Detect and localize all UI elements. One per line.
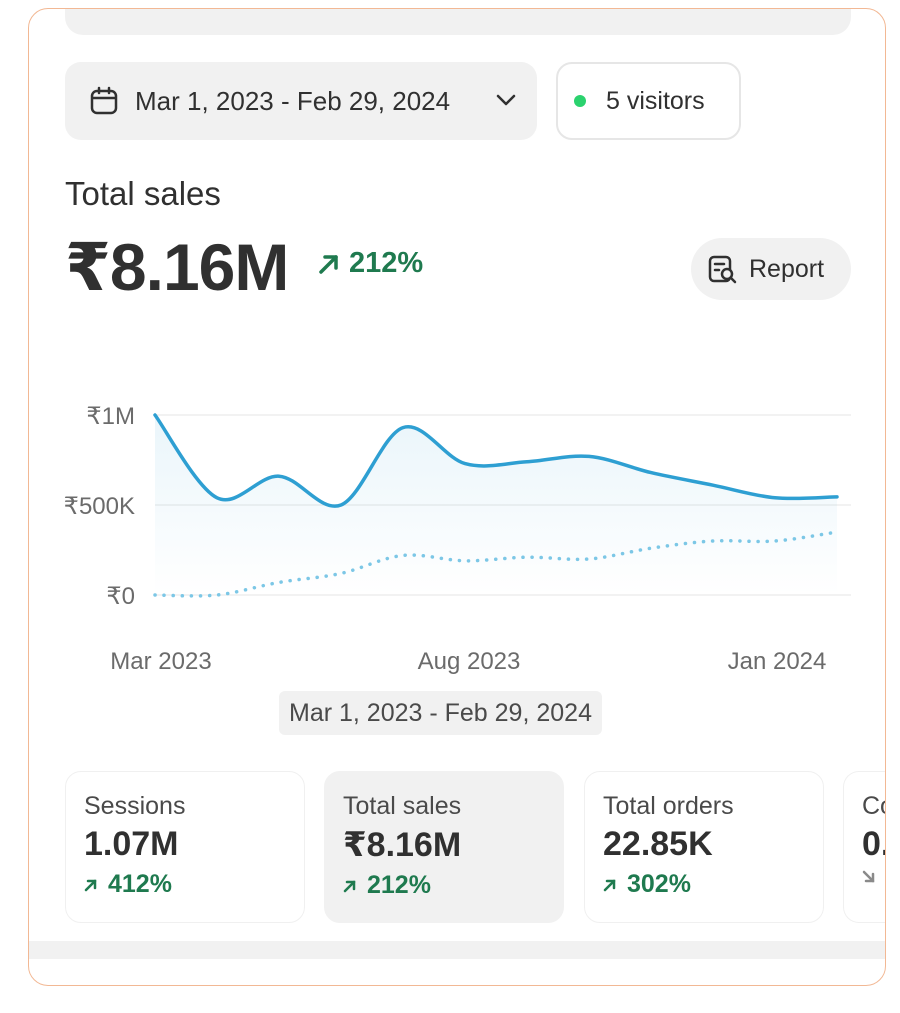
metric-card-total-sales[interactable]: Total sales ₹8.16M 212%	[324, 771, 564, 923]
analytics-card: Mar 1, 2023 - Feb 29, 2024 5 visitors To…	[28, 8, 886, 986]
arrow-up-right-icon	[319, 254, 338, 274]
sales-line-chart: ₹1M ₹500K ₹0 Mar 2023 Aug 2023 Jan 2024	[64, 403, 851, 675]
arrow-up-right-icon	[343, 880, 356, 892]
card-value: 22.85K	[603, 825, 713, 863]
card-change: 412%	[84, 870, 286, 899]
y-tick-label: ₹0	[106, 583, 135, 610]
bottom-strip	[29, 941, 885, 959]
card-value: 1.07M	[84, 825, 179, 863]
series-line-current	[153, 413, 839, 508]
report-label: Report	[749, 254, 825, 283]
date-range-picker[interactable]: Mar 1, 2023 - Feb 29, 2024	[65, 62, 537, 140]
card-change	[862, 870, 885, 884]
y-tick-label: ₹1M	[86, 403, 135, 430]
card-change-value: 212%	[367, 871, 431, 899]
date-range-label: Mar 1, 2023 - Feb 29, 2024	[135, 85, 451, 116]
metric-value: ₹8.16M	[65, 230, 289, 304]
live-dot-icon	[574, 95, 586, 107]
metric-change: 212%	[317, 247, 423, 280]
card-label: Total orders	[603, 792, 734, 820]
card-change: 302%	[603, 870, 805, 899]
chevron-down-icon	[496, 94, 516, 106]
metric-title: Total sales	[65, 175, 221, 212]
report-button[interactable]: Report	[691, 238, 851, 300]
card-change-value: 302%	[627, 870, 691, 898]
card-value: ₹8.16M	[343, 826, 462, 864]
metric-card-total-orders[interactable]: Total orders 22.85K 302%	[584, 771, 824, 923]
card-change: 212%	[343, 871, 545, 900]
card-change-value: 412%	[108, 870, 172, 898]
metric-change-value: 212%	[349, 247, 424, 279]
card-label: Co	[862, 792, 885, 820]
arrow-up-right-icon	[603, 879, 616, 891]
top-strip	[65, 9, 851, 35]
card-label: Total sales	[343, 792, 462, 820]
arrow-down-right-icon	[862, 870, 875, 883]
metric-card-sessions[interactable]: Sessions 1.07M 412%	[65, 771, 305, 923]
x-tick-label: Mar 2023	[110, 648, 211, 675]
metric-card-conversion[interactable]: Co 0.	[843, 771, 885, 923]
y-tick-label: ₹500K	[64, 493, 135, 520]
card-label: Sessions	[84, 792, 186, 820]
live-visitors-button[interactable]: 5 visitors	[556, 62, 741, 140]
x-tick-label: Jan 2024	[728, 648, 827, 675]
arrow-up-right-icon	[84, 879, 97, 891]
report-search-icon	[708, 255, 737, 284]
card-value: 0.	[862, 825, 885, 863]
x-tick-label: Aug 2023	[418, 648, 521, 675]
calendar-icon	[90, 86, 118, 115]
visitors-label: 5 visitors	[606, 86, 705, 115]
series-area	[155, 415, 837, 595]
chart-range-chip: Mar 1, 2023 - Feb 29, 2024	[279, 691, 602, 735]
